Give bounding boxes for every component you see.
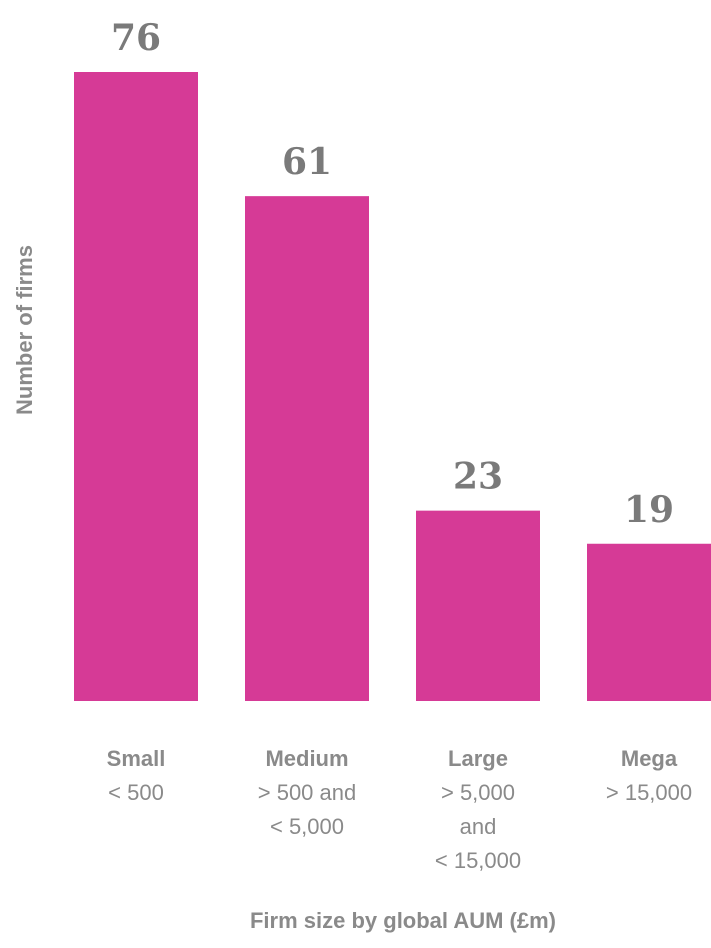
category-labels-layer: Small < 500 Medium > 500 and < 5,000 Large > 5… [107,746,692,873]
value-label-medium: 61 [282,141,332,183]
y-axis-title: Number of firms [12,245,37,415]
bar-large [416,510,540,701]
category-range-medium-line-2: < 5,000 [270,814,344,839]
value-label-mega: 19 [624,489,674,531]
category-label-small: Small [107,746,166,771]
bar-small [74,72,198,701]
category-label-large: Large [448,746,508,771]
bar-medium [245,196,369,702]
category-label-mega: Mega [621,746,678,771]
category-range-medium-line-1: > 500 and [258,780,356,805]
category-range-large-line-3: < 15,000 [435,848,521,873]
bars-layer [74,72,711,702]
value-labels-layer: 76 61 23 19 [111,17,674,531]
category-range-large-line-2: and [460,814,497,839]
category-label-medium: Medium [265,746,348,771]
value-label-large: 23 [453,456,503,498]
value-label-small: 76 [111,17,161,59]
x-axis-title: Firm size by global AUM (£m) [250,908,556,933]
category-range-large-line-1: > 5,000 [441,780,515,805]
bar-mega [587,543,711,701]
category-range-small-line-1: < 500 [108,780,164,805]
category-range-mega-line-1: > 15,000 [606,780,692,805]
